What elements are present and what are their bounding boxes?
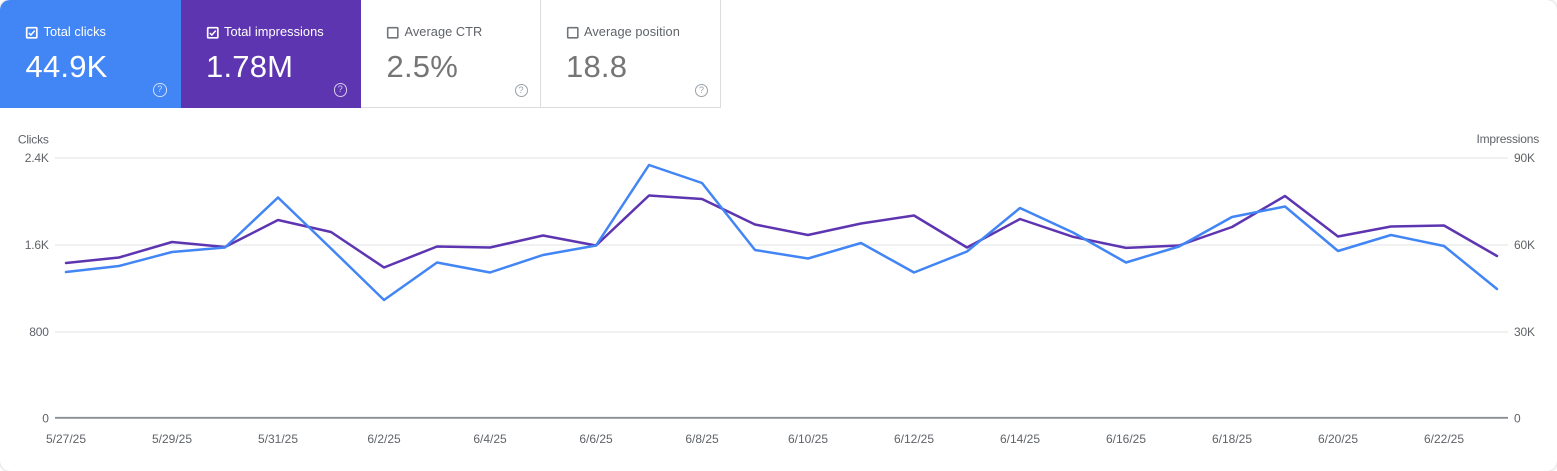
svg-text:6/4/25: 6/4/25 — [473, 432, 507, 446]
svg-text:6/12/25: 6/12/25 — [894, 432, 934, 446]
svg-text:0: 0 — [1514, 412, 1521, 426]
svg-text:6/8/25: 6/8/25 — [685, 432, 719, 446]
svg-text:60K: 60K — [1514, 238, 1535, 252]
svg-text:6/10/25: 6/10/25 — [788, 432, 828, 446]
svg-text:6/14/25: 6/14/25 — [1000, 432, 1040, 446]
svg-text:Impressions: Impressions — [1477, 132, 1540, 146]
svg-text:30K: 30K — [1514, 325, 1535, 339]
svg-text:1.6K: 1.6K — [25, 238, 49, 252]
svg-text:6/20/25: 6/20/25 — [1318, 432, 1358, 446]
svg-text:90K: 90K — [1514, 151, 1535, 165]
svg-text:5/27/25: 5/27/25 — [46, 432, 86, 446]
svg-text:6/6/25: 6/6/25 — [579, 432, 613, 446]
svg-text:6/16/25: 6/16/25 — [1106, 432, 1146, 446]
svg-text:2.4K: 2.4K — [25, 151, 49, 165]
svg-text:0: 0 — [42, 412, 49, 426]
svg-text:6/18/25: 6/18/25 — [1212, 432, 1252, 446]
svg-text:Clicks: Clicks — [18, 133, 49, 147]
svg-text:800: 800 — [29, 325, 49, 339]
svg-text:6/22/25: 6/22/25 — [1424, 432, 1464, 446]
svg-text:5/29/25: 5/29/25 — [152, 432, 192, 446]
svg-text:5/31/25: 5/31/25 — [258, 432, 298, 446]
svg-text:6/2/25: 6/2/25 — [367, 432, 401, 446]
